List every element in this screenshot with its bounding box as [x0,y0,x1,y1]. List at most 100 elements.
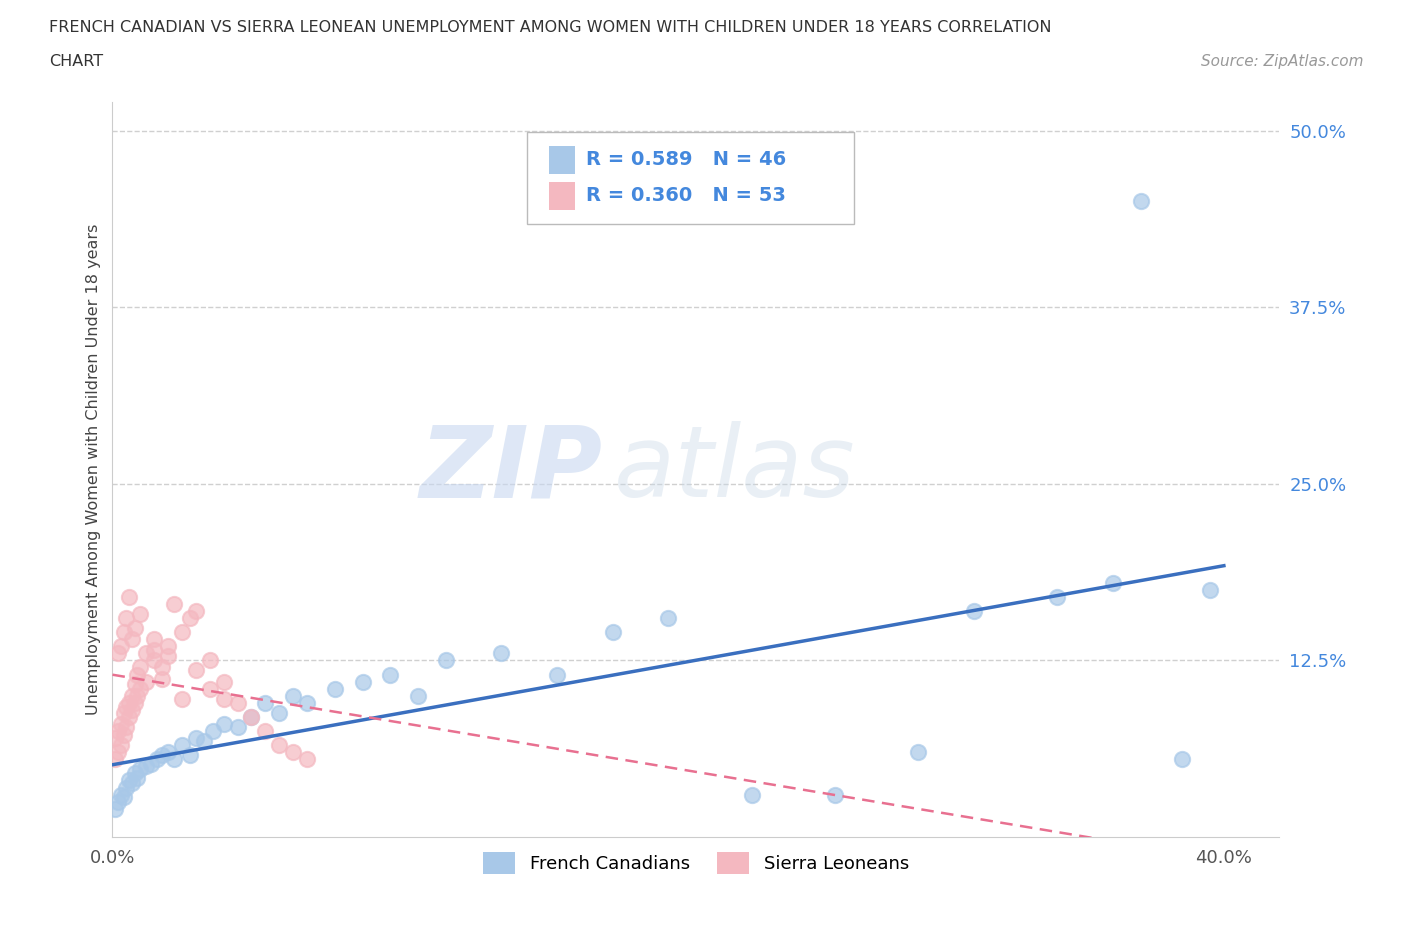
Text: R = 0.360   N = 53: R = 0.360 N = 53 [586,186,786,206]
Point [115,611,138,626]
Point [118,773,141,788]
Point [1101,576,1123,591]
FancyBboxPatch shape [548,146,575,174]
Point [170,737,193,752]
Point [907,745,929,760]
Point [112,728,135,743]
Point [212,674,235,689]
Point [143,631,166,646]
Point [104,802,127,817]
Text: R = 0.589   N = 46: R = 0.589 N = 46 [586,150,786,169]
Point [110,639,132,654]
Point [198,681,221,696]
Point [129,660,152,675]
Point [184,663,207,678]
Point [135,759,157,774]
Point [107,646,129,661]
Point [121,702,143,717]
Point [434,653,457,668]
Point [127,770,149,785]
Point [657,611,679,626]
Point [118,590,141,604]
Point [269,737,291,752]
Point [135,646,157,661]
Point [110,716,132,731]
Point [1171,751,1194,766]
Point [201,724,224,738]
Point [179,748,201,763]
Point [406,688,429,703]
Point [269,705,291,720]
Point [115,699,138,714]
Point [129,762,152,777]
Point [198,653,221,668]
Point [121,688,143,703]
Point [124,696,146,711]
Point [170,625,193,640]
Point [152,671,174,686]
Point [135,674,157,689]
Point [226,720,249,735]
Point [146,751,169,766]
Point [157,639,180,654]
Point [162,751,184,766]
Y-axis label: Unemployment Among Women with Children Under 18 years: Unemployment Among Women with Children U… [86,224,101,715]
Point [254,724,277,738]
Point [281,688,304,703]
Point [184,604,207,618]
Point [295,751,318,766]
Point [193,734,215,749]
Point [107,794,129,809]
Point [143,643,166,658]
Text: atlas: atlas [614,421,856,518]
Point [115,780,138,795]
Point [380,667,402,682]
FancyBboxPatch shape [527,132,853,223]
Point [212,691,235,706]
Point [323,681,346,696]
Point [107,724,129,738]
Point [184,731,207,746]
Point [104,751,127,766]
Point [112,705,135,720]
Legend: French Canadians, Sierra Leoneans: French Canadians, Sierra Leoneans [474,843,918,884]
Point [491,646,513,661]
Point [152,660,174,675]
Point [152,748,174,763]
Point [240,710,263,724]
Point [212,716,235,731]
Point [141,756,163,771]
Point [741,787,763,802]
Text: CHART: CHART [49,54,103,69]
Point [963,604,986,618]
Text: ZIP: ZIP [419,421,603,518]
Point [124,766,146,781]
Point [121,776,143,790]
Point [110,787,132,802]
Point [127,688,149,703]
Point [127,667,149,682]
Point [1046,590,1069,604]
Point [112,625,135,640]
Point [104,731,127,746]
Point [157,745,180,760]
Point [112,790,135,804]
Point [295,696,318,711]
Point [107,745,129,760]
Point [546,667,568,682]
Point [124,677,146,692]
Point [118,710,141,724]
Point [824,787,846,802]
Point [1199,582,1222,597]
Text: FRENCH CANADIAN VS SIERRA LEONEAN UNEMPLOYMENT AMONG WOMEN WITH CHILDREN UNDER 1: FRENCH CANADIAN VS SIERRA LEONEAN UNEMPL… [49,20,1052,35]
Point [129,681,152,696]
Point [281,745,304,760]
Point [240,710,263,724]
Point [602,625,624,640]
Point [121,631,143,646]
Point [162,596,184,611]
Text: Source: ZipAtlas.com: Source: ZipAtlas.com [1201,54,1364,69]
Point [254,696,277,711]
Point [226,696,249,711]
Point [124,620,146,635]
